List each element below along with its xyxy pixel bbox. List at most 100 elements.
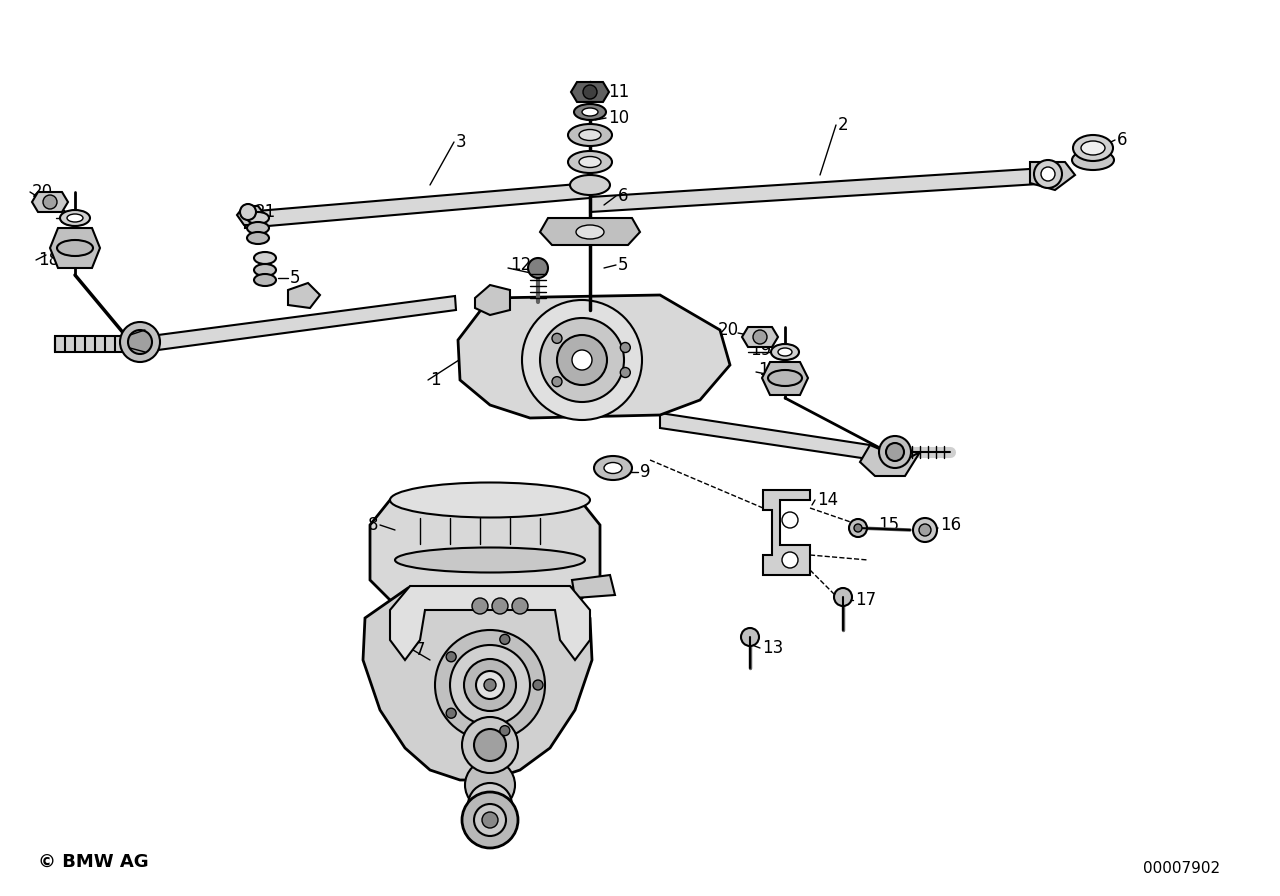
Circle shape xyxy=(435,630,545,740)
Circle shape xyxy=(120,322,160,362)
Circle shape xyxy=(484,679,497,691)
Polygon shape xyxy=(475,285,509,315)
Circle shape xyxy=(1034,160,1062,188)
Polygon shape xyxy=(742,327,778,347)
Polygon shape xyxy=(32,192,68,212)
Circle shape xyxy=(1041,167,1055,181)
Polygon shape xyxy=(50,228,100,268)
Polygon shape xyxy=(288,283,320,308)
Text: 12: 12 xyxy=(509,256,531,274)
Circle shape xyxy=(492,598,508,614)
Text: 6: 6 xyxy=(1117,131,1128,149)
Circle shape xyxy=(522,300,643,420)
Text: 5: 5 xyxy=(291,269,301,287)
Ellipse shape xyxy=(570,175,611,195)
Ellipse shape xyxy=(594,456,632,480)
Circle shape xyxy=(472,598,488,614)
Circle shape xyxy=(462,792,518,848)
Ellipse shape xyxy=(576,225,604,239)
Circle shape xyxy=(621,367,630,377)
Circle shape xyxy=(532,680,543,690)
Ellipse shape xyxy=(390,483,590,518)
Circle shape xyxy=(44,195,58,209)
Text: 8: 8 xyxy=(369,516,379,534)
Circle shape xyxy=(128,330,152,354)
Circle shape xyxy=(886,443,904,461)
Circle shape xyxy=(621,342,630,352)
Polygon shape xyxy=(390,586,590,660)
Circle shape xyxy=(782,512,797,528)
Polygon shape xyxy=(762,362,808,395)
Polygon shape xyxy=(763,490,810,575)
Text: 19: 19 xyxy=(750,341,771,359)
Circle shape xyxy=(552,333,562,343)
Text: 17: 17 xyxy=(855,591,876,609)
Text: 18: 18 xyxy=(758,361,780,379)
Ellipse shape xyxy=(771,344,799,360)
Circle shape xyxy=(913,518,937,542)
Text: 5: 5 xyxy=(618,256,628,274)
Ellipse shape xyxy=(247,212,269,224)
Ellipse shape xyxy=(60,210,90,226)
Text: 14: 14 xyxy=(817,491,838,509)
Text: 13: 13 xyxy=(762,639,783,657)
Polygon shape xyxy=(237,206,265,225)
Text: 4: 4 xyxy=(620,231,631,249)
Polygon shape xyxy=(590,168,1055,212)
Circle shape xyxy=(540,318,625,402)
Circle shape xyxy=(465,659,516,711)
Text: 3: 3 xyxy=(456,133,467,151)
Circle shape xyxy=(849,519,867,537)
Ellipse shape xyxy=(1073,150,1114,170)
Ellipse shape xyxy=(67,214,83,222)
Text: 7: 7 xyxy=(415,641,425,659)
Circle shape xyxy=(462,717,518,773)
Circle shape xyxy=(512,598,529,614)
Ellipse shape xyxy=(778,348,792,356)
Polygon shape xyxy=(55,336,131,352)
Circle shape xyxy=(499,634,509,644)
Text: 20: 20 xyxy=(718,321,739,339)
Ellipse shape xyxy=(247,232,269,244)
Polygon shape xyxy=(571,82,609,102)
Circle shape xyxy=(854,524,861,532)
Circle shape xyxy=(465,760,515,810)
Polygon shape xyxy=(157,296,456,350)
Text: 19: 19 xyxy=(58,209,79,227)
Polygon shape xyxy=(244,183,590,228)
Circle shape xyxy=(879,436,911,468)
Polygon shape xyxy=(458,295,730,418)
Circle shape xyxy=(582,85,596,99)
Ellipse shape xyxy=(247,222,269,234)
Ellipse shape xyxy=(573,104,605,120)
Polygon shape xyxy=(364,588,591,780)
Ellipse shape xyxy=(253,264,276,276)
Circle shape xyxy=(451,645,530,725)
Circle shape xyxy=(447,651,456,662)
Text: 2: 2 xyxy=(838,116,849,134)
Ellipse shape xyxy=(396,547,585,573)
Text: 11: 11 xyxy=(608,83,630,101)
Polygon shape xyxy=(572,575,614,598)
Polygon shape xyxy=(660,413,876,460)
Circle shape xyxy=(468,783,512,827)
Text: 9: 9 xyxy=(640,463,650,481)
Circle shape xyxy=(499,726,509,736)
Ellipse shape xyxy=(568,124,612,146)
Text: 6: 6 xyxy=(618,187,628,205)
Ellipse shape xyxy=(58,240,93,256)
Circle shape xyxy=(474,729,506,761)
Circle shape xyxy=(753,330,767,344)
Ellipse shape xyxy=(582,108,598,116)
Circle shape xyxy=(241,204,256,220)
Circle shape xyxy=(919,524,931,536)
Circle shape xyxy=(557,335,607,385)
Polygon shape xyxy=(370,500,600,600)
Text: 21: 21 xyxy=(255,203,276,221)
Polygon shape xyxy=(860,445,920,476)
Circle shape xyxy=(483,812,498,828)
Text: © BMW AG: © BMW AG xyxy=(38,853,148,871)
Circle shape xyxy=(476,671,504,699)
Circle shape xyxy=(474,804,506,836)
Circle shape xyxy=(741,628,759,646)
